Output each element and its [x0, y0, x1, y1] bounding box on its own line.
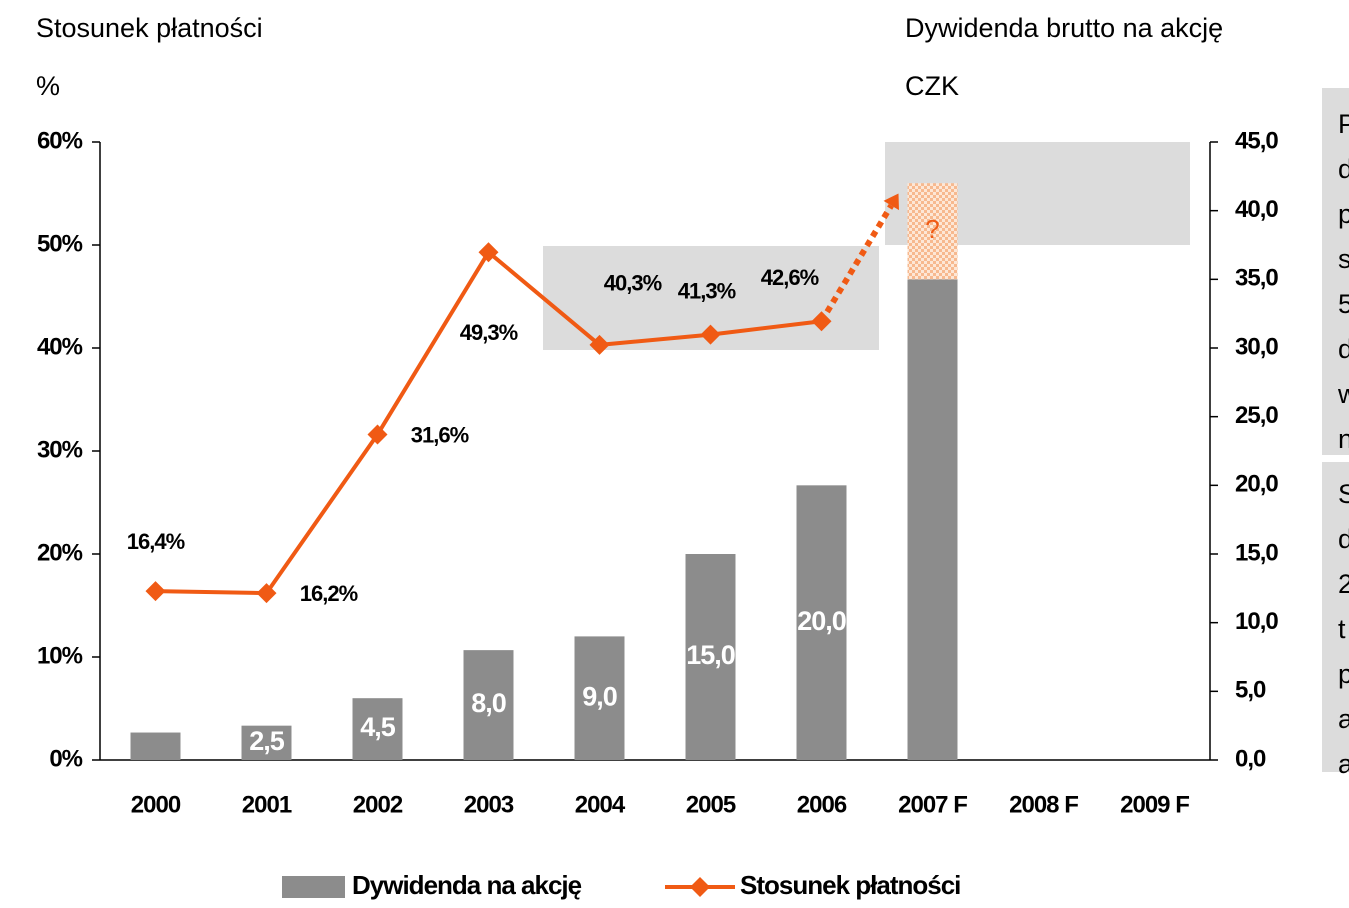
- note-box: [1322, 462, 1349, 772]
- line-marker: [589, 334, 610, 355]
- legend-swatch: [690, 877, 710, 897]
- note-text: a: [1338, 749, 1349, 779]
- note-text: P: [1338, 109, 1349, 139]
- y2-tick-label: 35,0: [1235, 265, 1278, 292]
- line-label: 49,3%: [460, 320, 518, 345]
- bar: [352, 698, 403, 760]
- bar-label: 4,5: [360, 712, 396, 742]
- y2-tick-label: 40,0: [1235, 196, 1278, 223]
- forecast-line: [818, 203, 894, 323]
- y-tick-label: 10%: [37, 642, 83, 669]
- x-tick-label: 2004: [575, 791, 626, 818]
- note-text: w: [1337, 379, 1349, 409]
- bar-label: 15,0: [686, 640, 735, 670]
- note-text: S: [1338, 479, 1349, 509]
- y-tick-label: 20%: [37, 539, 83, 566]
- bar-label: 8,0: [471, 688, 506, 718]
- y-tick-label: 30%: [37, 436, 83, 463]
- y-tick-label: 60%: [37, 127, 83, 154]
- note-text: d: [1338, 524, 1349, 554]
- y2-tick-label: 25,0: [1235, 402, 1278, 429]
- legend-label: Dywidenda na akcję: [352, 870, 582, 900]
- y-tick-label: 50%: [37, 230, 83, 257]
- forecast-label: ?: [925, 214, 939, 244]
- x-tick-label: 2000: [131, 791, 181, 818]
- y2-tick-label: 0,0: [1235, 745, 1266, 772]
- line-label: 41,3%: [678, 278, 736, 303]
- y2-tick-label: 20,0: [1235, 471, 1278, 498]
- note-text: 5: [1338, 289, 1349, 319]
- y2-axis-title: Dywidenda brutto na akcję: [905, 13, 1223, 43]
- x-tick-label: 2007 F: [898, 791, 967, 818]
- bar: [796, 485, 847, 760]
- y-axis-title: Stosunek płatności: [36, 13, 263, 43]
- x-tick-label: 2008 F: [1009, 791, 1078, 818]
- note-text: d: [1338, 334, 1349, 364]
- note-box: [1322, 88, 1349, 455]
- line-label: 16,2%: [300, 581, 358, 606]
- note-text: p: [1338, 659, 1349, 689]
- x-tick-label: 2002: [353, 791, 403, 818]
- line-label: 31,6%: [411, 422, 469, 447]
- y2-tick-label: 10,0: [1235, 608, 1278, 635]
- y2-axis-unit: CZK: [905, 71, 959, 101]
- x-tick-label: 2003: [464, 791, 514, 818]
- x-tick-label: 2009 F: [1120, 791, 1189, 818]
- x-tick-label: 2005: [686, 791, 736, 818]
- line-label: 40,3%: [604, 271, 662, 296]
- bar-label: 2,5: [249, 726, 285, 756]
- note-text: p: [1338, 199, 1349, 229]
- line-marker: [256, 583, 277, 604]
- y-tick-label: 0%: [49, 745, 82, 772]
- bar: [241, 725, 292, 760]
- line-marker: [367, 424, 388, 445]
- line-marker: [700, 324, 721, 345]
- forecast-bar: [907, 183, 958, 280]
- y2-tick-label: 45,0: [1235, 127, 1278, 154]
- y-axis-unit: %: [36, 71, 60, 101]
- bar: [574, 636, 625, 760]
- line-label: 42,6%: [761, 265, 819, 290]
- y-tick-label: 40%: [37, 333, 83, 360]
- note-text: t: [1338, 614, 1346, 644]
- note-text: d: [1338, 154, 1349, 184]
- forecast-arrowhead: [883, 193, 899, 211]
- note-text: 2: [1338, 569, 1349, 599]
- note-text: s: [1338, 244, 1349, 274]
- bar-label: 20,0: [797, 606, 846, 636]
- legend-label: Stosunek płatności: [740, 870, 960, 900]
- x-tick-label: 2001: [242, 791, 292, 818]
- bar: [907, 279, 958, 760]
- bar: [130, 732, 181, 760]
- line-marker: [145, 581, 166, 602]
- line-marker: [478, 242, 499, 263]
- bar: [685, 554, 736, 760]
- legend-swatch: [282, 876, 345, 898]
- note-text: n: [1338, 424, 1349, 454]
- bar-label: 9,0: [582, 681, 617, 711]
- x-tick-label: 2006: [797, 791, 847, 818]
- y2-tick-label: 15,0: [1235, 539, 1278, 566]
- y2-tick-label: 30,0: [1235, 333, 1278, 360]
- note-text: a: [1338, 704, 1349, 734]
- line-label: 16,4%: [127, 529, 185, 554]
- bar: [463, 650, 514, 760]
- y2-tick-label: 5,0: [1235, 677, 1266, 704]
